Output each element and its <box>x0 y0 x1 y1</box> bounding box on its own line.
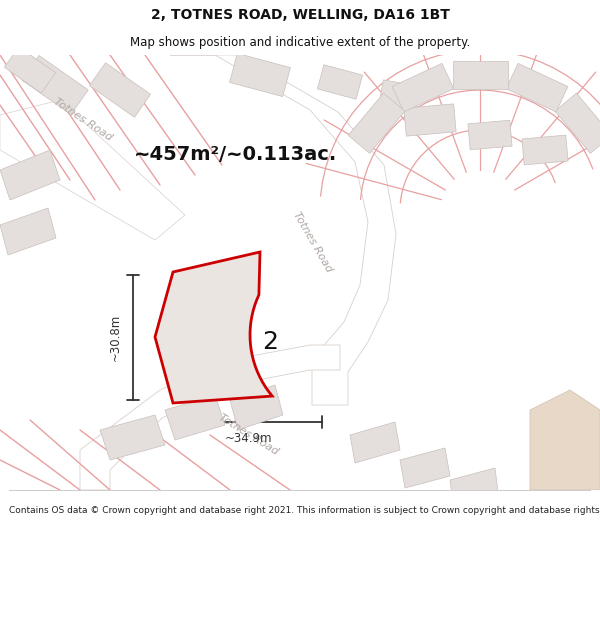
Polygon shape <box>165 395 225 440</box>
Polygon shape <box>0 150 60 200</box>
Polygon shape <box>530 390 600 490</box>
Text: Totnes Road: Totnes Road <box>217 412 280 458</box>
Text: Totnes Road: Totnes Road <box>52 97 114 143</box>
Text: ~30.8m: ~30.8m <box>109 314 121 361</box>
Polygon shape <box>555 93 600 153</box>
Polygon shape <box>22 56 88 114</box>
Polygon shape <box>506 63 568 112</box>
Polygon shape <box>348 93 405 153</box>
Polygon shape <box>4 47 56 93</box>
Polygon shape <box>80 345 340 490</box>
Text: Totnes Road: Totnes Road <box>292 210 334 274</box>
Polygon shape <box>450 468 498 504</box>
Polygon shape <box>89 62 151 118</box>
Text: 2: 2 <box>262 330 278 354</box>
Polygon shape <box>522 135 568 165</box>
Text: Map shows position and indicative extent of the property.: Map shows position and indicative extent… <box>130 36 470 49</box>
Text: Contains OS data © Crown copyright and database right 2021. This information is : Contains OS data © Crown copyright and d… <box>9 506 600 515</box>
Polygon shape <box>100 415 165 460</box>
Polygon shape <box>170 55 396 405</box>
Polygon shape <box>0 208 56 255</box>
Text: 2, TOTNES ROAD, WELLING, DA16 1BT: 2, TOTNES ROAD, WELLING, DA16 1BT <box>151 8 449 22</box>
Polygon shape <box>400 448 450 488</box>
Polygon shape <box>230 385 283 430</box>
Polygon shape <box>155 252 272 403</box>
Polygon shape <box>392 63 454 112</box>
Polygon shape <box>404 104 456 136</box>
Text: ~34.9m: ~34.9m <box>225 432 273 446</box>
Polygon shape <box>452 61 508 89</box>
Text: ~457m²/~0.113ac.: ~457m²/~0.113ac. <box>133 146 337 164</box>
Polygon shape <box>350 422 400 463</box>
Polygon shape <box>230 53 290 97</box>
Polygon shape <box>0 100 185 240</box>
Polygon shape <box>379 80 421 110</box>
Polygon shape <box>468 120 512 150</box>
Polygon shape <box>317 65 362 99</box>
